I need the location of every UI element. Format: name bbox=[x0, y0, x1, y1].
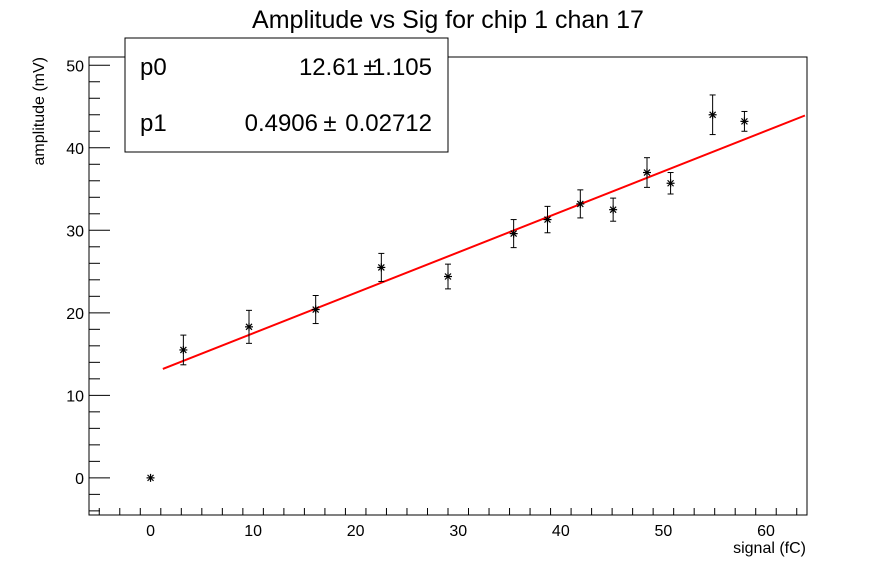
marker-stroke bbox=[312, 306, 320, 313]
data-point bbox=[609, 197, 618, 222]
marker-stroke bbox=[667, 179, 675, 187]
stat-p1-name: p1 bbox=[140, 110, 167, 137]
stat-p1-pm: ± bbox=[323, 110, 336, 137]
x-tick-label: 20 bbox=[347, 523, 365, 540]
data-point bbox=[543, 205, 552, 234]
y-tick-label: 0 bbox=[75, 471, 84, 488]
data-point bbox=[146, 473, 155, 482]
x-axis: 0 10 20 30 40 50 60 bbox=[98, 508, 798, 540]
y-axis-label: amplitude (mV) bbox=[31, 57, 48, 165]
fit-stats-box: p0 12.61 ± 1.105 p1 0.4906 ± 0.02712 bbox=[124, 37, 449, 153]
chart-title: Amplitude vs Sig for chip 1 chan 17 bbox=[252, 6, 644, 34]
x-tick-label: 40 bbox=[552, 523, 570, 540]
marker-stroke bbox=[576, 200, 584, 208]
data-point bbox=[642, 157, 651, 188]
stat-p0-value: 12.61 bbox=[299, 54, 359, 81]
marker-stroke bbox=[643, 169, 651, 176]
data-point bbox=[245, 309, 254, 344]
data-points bbox=[146, 94, 749, 482]
marker-stroke bbox=[609, 206, 617, 214]
marker-stroke bbox=[444, 273, 452, 280]
marker-stroke bbox=[179, 346, 187, 354]
marker-stroke bbox=[709, 111, 717, 119]
x-tick-label: 30 bbox=[449, 523, 467, 540]
stat-p0-name: p0 bbox=[140, 54, 167, 81]
x-tick-label: 0 bbox=[146, 523, 155, 540]
fit-layer bbox=[162, 114, 806, 370]
stat-p1-error: 0.02712 bbox=[345, 110, 432, 137]
marker-stroke bbox=[147, 474, 154, 482]
marker-stroke bbox=[377, 264, 385, 271]
marker-stroke bbox=[245, 323, 253, 331]
x-tick-label: 50 bbox=[655, 523, 673, 540]
data-point bbox=[576, 189, 585, 219]
data-point bbox=[179, 334, 188, 366]
stat-p0-pm: ± bbox=[363, 54, 376, 81]
y-tick-label: 10 bbox=[66, 388, 84, 405]
x-tick-label: 10 bbox=[244, 523, 262, 540]
marker-stroke bbox=[741, 117, 748, 125]
y-tick-label: 30 bbox=[66, 223, 84, 240]
data-point bbox=[444, 263, 452, 290]
stat-p0-error: 1.105 bbox=[372, 54, 432, 81]
data-point bbox=[740, 110, 749, 132]
marker-stroke bbox=[544, 216, 551, 223]
data-point bbox=[311, 294, 320, 325]
data-point bbox=[377, 252, 386, 282]
stat-p1-value: 0.4906 bbox=[245, 110, 318, 137]
stats-box-frame bbox=[124, 37, 449, 153]
y-tick-label: 40 bbox=[66, 141, 84, 158]
marker-stroke bbox=[510, 230, 518, 238]
y-tick-label: 50 bbox=[66, 58, 84, 75]
fit-line bbox=[162, 114, 806, 370]
x-axis-label: signal (fC) bbox=[733, 540, 806, 557]
y-axis: 0 10 20 30 40 50 bbox=[66, 58, 110, 512]
y-tick-label: 20 bbox=[66, 306, 84, 323]
data-point bbox=[509, 219, 518, 249]
x-tick-label: 60 bbox=[757, 523, 775, 540]
data-point bbox=[666, 172, 675, 195]
data-point bbox=[708, 94, 717, 136]
